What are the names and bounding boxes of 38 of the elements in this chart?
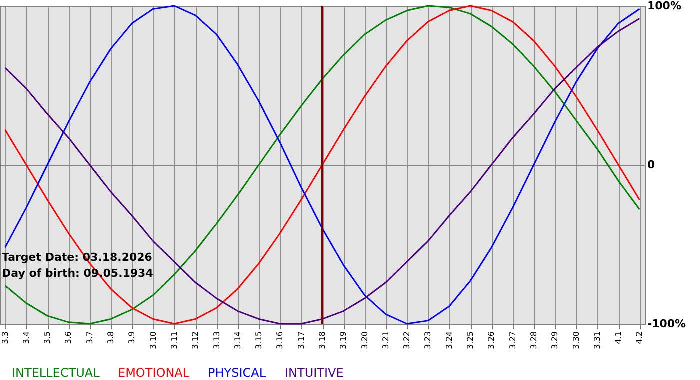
x-tick-label: 3.23 [424,332,433,350]
text: INTELLECTUAL [12,366,100,380]
x-tick-label: 3.5 [43,332,52,344]
x-tick-label: 3.22 [402,332,412,350]
x-tick-label: 3.25 [466,332,476,350]
text: PHYSICAL [208,366,266,380]
x-tick-label: 3.17 [296,332,306,350]
x-tick-label: 3.4 [22,332,31,344]
x-tick-label: 4.2 [635,332,644,344]
x-tick-label: 4.1 [614,332,624,344]
x-tick-label: 3.10 [148,332,158,350]
x-tick-label: 3.3 [0,332,10,344]
x-tick-label: 3.19 [339,332,348,350]
y-tick-label: 100% [648,0,682,12]
x-tick-label: 3.6 [64,332,74,344]
x-tick-label: 3.26 [487,332,496,350]
y-tick-label: 0 [648,158,656,172]
x-tick-label: 3.7 [85,332,94,344]
x-tick-label: 3.30 [572,332,581,350]
x-tick-label: 3.16 [276,332,285,350]
y-tick-label: -100% [648,318,686,330]
x-tick-label: 3.24 [444,332,454,350]
x-tick-label: 3.29 [550,332,560,350]
text: INTUITIVE [285,366,344,380]
x-tick-label: 3.12 [191,332,200,350]
x-tick-label: 3.15 [254,332,264,350]
x-tick-label: 3.18 [318,332,327,350]
x-tick-label: 3.20 [360,332,370,350]
x-tick-label: 3.8 [106,332,116,344]
x-tick-label: 3.9 [128,332,137,344]
x-tick-label: 3.31 [592,332,602,350]
x-tick-label: 3.14 [233,332,242,350]
x-tick-label: 3.21 [381,332,390,350]
x-tick-label: 3.13 [212,332,222,350]
x-tick-label: 3.11 [170,332,179,350]
text: EMOTIONAL [118,366,190,380]
x-tick-label: 3.27 [508,332,518,350]
x-tick-label: 3.28 [529,332,538,350]
